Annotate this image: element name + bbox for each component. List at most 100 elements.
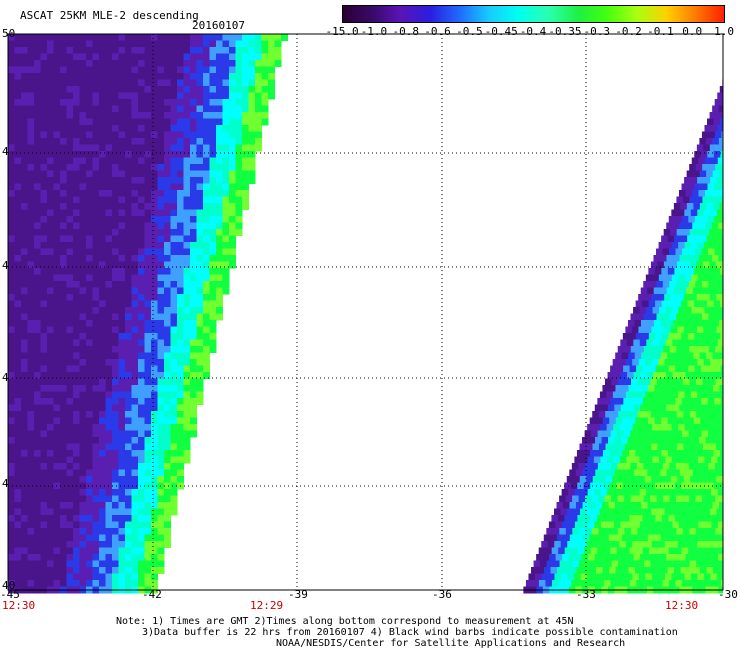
swath-cell: [640, 320, 648, 327]
swath-cell: [60, 274, 67, 282]
swath-cell: [690, 326, 698, 334]
swath-cell: [673, 469, 681, 477]
swath-cell: [125, 287, 132, 295]
swath-cell: [637, 528, 645, 535]
swath-cell: [663, 528, 671, 535]
swath-cell: [99, 417, 106, 425]
swath-cell: [235, 47, 243, 54]
swath-cell: [105, 66, 113, 74]
swath-cell: [216, 79, 223, 87]
swath-cell: [99, 372, 106, 379]
swath-cell: [112, 92, 119, 100]
swath-cell: [92, 463, 100, 470]
swath-cell: [92, 60, 100, 67]
swath-cell: [164, 66, 171, 74]
swath-cell: [196, 222, 204, 230]
swath-cell: [53, 437, 61, 444]
swath-cell: [40, 248, 48, 256]
swath-cell: [177, 177, 184, 184]
swath-cell: [209, 105, 217, 113]
swath-cell: [717, 456, 723, 464]
swath-cell: [21, 417, 28, 425]
swath-cell: [706, 567, 714, 574]
swath-cell: [34, 404, 41, 412]
swath-cell: [99, 190, 106, 197]
swath-cell: [79, 404, 87, 412]
swath-cell: [164, 326, 171, 334]
swath-cell: [47, 417, 54, 425]
swath-cell: [40, 294, 48, 301]
swath-cell: [8, 411, 15, 418]
swath-cell: [157, 190, 165, 197]
swath-cell: [112, 203, 119, 210]
swath-cell: [34, 469, 41, 477]
swath-cell: [138, 261, 145, 269]
swath-cell: [190, 255, 197, 262]
swath-cell: [21, 359, 28, 366]
swath-cell: [99, 378, 106, 386]
swath-cell: [151, 359, 158, 366]
swath-cell: [99, 573, 106, 581]
swath-cell: [53, 541, 61, 548]
swath-cell: [699, 320, 707, 327]
swath-cell: [86, 300, 93, 308]
swath-cell: [680, 268, 688, 275]
swath-cell: [118, 222, 126, 230]
swath-cell: [86, 105, 93, 113]
swath-cell: [681, 216, 689, 223]
swath-cell: [203, 333, 210, 340]
swath-cell: [196, 92, 204, 100]
swath-cell: [592, 508, 600, 516]
swath-cell: [689, 229, 697, 236]
swath-cell: [131, 515, 139, 522]
swath-cell: [157, 541, 165, 548]
swath-cell: [164, 281, 171, 288]
swath-cell: [131, 300, 139, 308]
swath-cell: [138, 515, 145, 522]
swath-cell: [112, 554, 119, 561]
swath-cell: [714, 248, 722, 256]
swath-cell: [118, 443, 126, 451]
swath-cell: [164, 105, 171, 113]
swath-cell: [667, 235, 675, 243]
swath-cell: [47, 203, 54, 210]
swath-cell: [190, 34, 197, 41]
swath-cell: [47, 346, 54, 353]
swath-cell: [21, 229, 28, 236]
swath-cell: [92, 287, 100, 295]
swath-cell: [112, 424, 119, 431]
swath-cell: [27, 560, 35, 568]
swath-cell: [660, 534, 668, 542]
swath-cell: [612, 573, 620, 581]
swath-cell: [261, 86, 269, 93]
swath-cell: [99, 424, 106, 431]
swath-cell: [621, 352, 629, 360]
swath-cell: [47, 118, 54, 126]
swath-cell: [686, 287, 694, 295]
swath-cell: [21, 157, 28, 165]
swath-cell: [118, 209, 126, 217]
swath-cell: [605, 508, 613, 516]
swath-cell: [698, 190, 706, 197]
swath-cell: [624, 443, 632, 451]
swath-cell: [647, 352, 655, 360]
swath-cell: [691, 339, 699, 347]
swath-cell: [712, 502, 720, 509]
swath-cell: [655, 515, 663, 522]
swath-cell: [125, 528, 132, 535]
swath-cell: [715, 378, 723, 386]
swath-cell: [40, 443, 48, 451]
swath-cell: [177, 73, 184, 80]
swath-cell: [716, 209, 723, 217]
swath-cell: [597, 398, 605, 405]
swath-cell: [607, 404, 615, 412]
swath-cell: [718, 255, 723, 262]
swath-cell: [138, 508, 145, 516]
swath-cell: [613, 521, 621, 529]
swath-cell: [566, 476, 574, 483]
swath-cell: [99, 248, 106, 256]
swath-cell: [705, 138, 713, 145]
swath-cell: [229, 177, 236, 184]
swath-cell: [703, 294, 711, 301]
swath-cell: [594, 489, 602, 496]
